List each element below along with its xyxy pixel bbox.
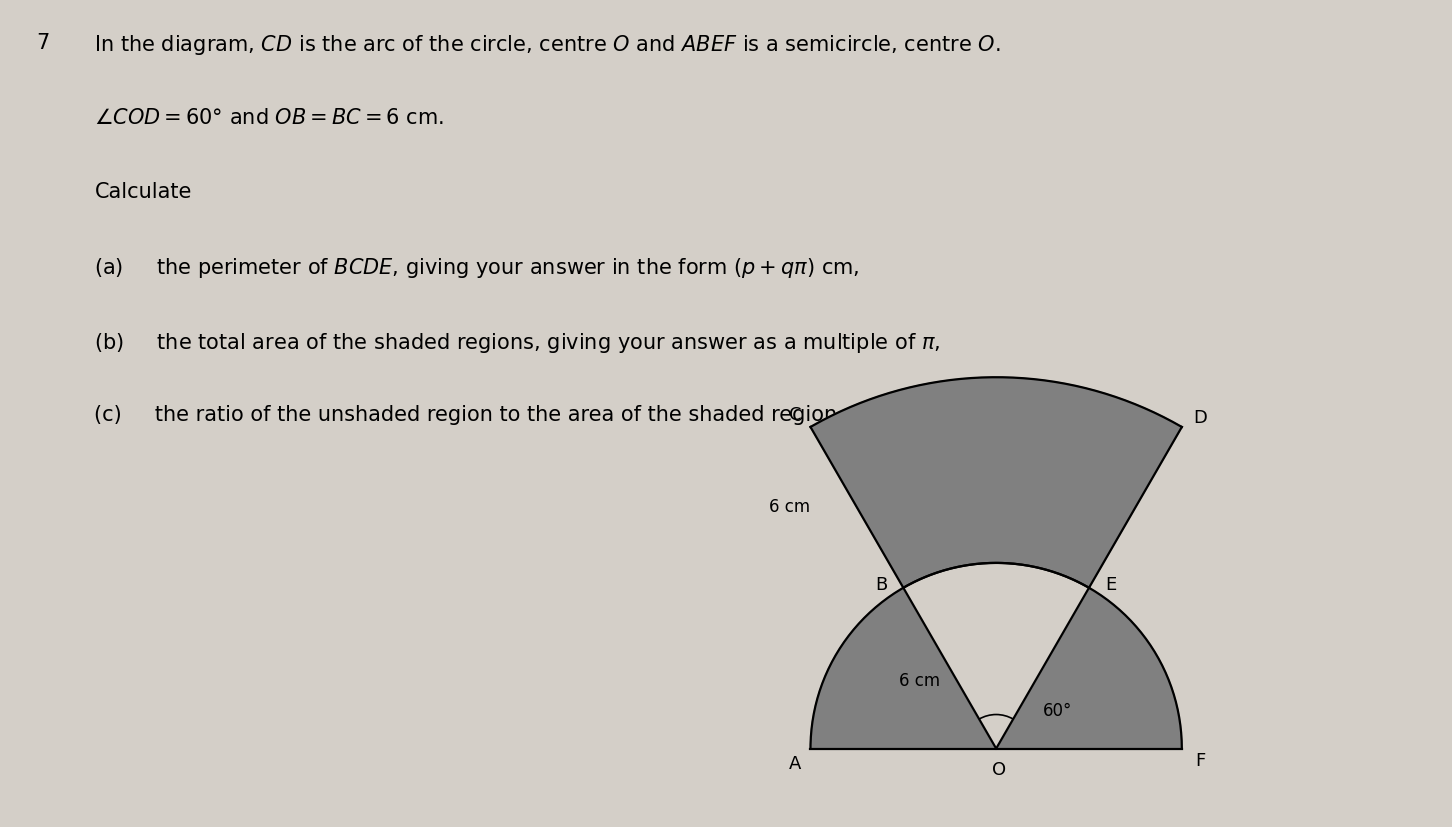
Text: 7: 7: [36, 33, 49, 53]
Text: 60°: 60°: [1043, 702, 1072, 720]
Polygon shape: [810, 563, 1182, 748]
Text: $\angle COD = 60\degree$ and $OB = BC = 6$ cm.: $\angle COD = 60\degree$ and $OB = BC = …: [94, 108, 444, 127]
Text: 6 cm: 6 cm: [770, 499, 810, 516]
Text: F: F: [1195, 752, 1205, 770]
Polygon shape: [810, 588, 996, 748]
Text: D: D: [1194, 409, 1208, 427]
Text: E: E: [1105, 576, 1117, 594]
Polygon shape: [810, 377, 1182, 588]
Polygon shape: [996, 588, 1182, 748]
Polygon shape: [810, 377, 1182, 748]
Text: In the diagram, $CD$ is the arc of the circle, centre $O$ and $ABEF$ is a semici: In the diagram, $CD$ is the arc of the c…: [94, 33, 1000, 57]
Text: A: A: [788, 755, 802, 773]
Text: (b)     the total area of the shaded regions, giving your answer as a multiple o: (b) the total area of the shaded regions…: [94, 331, 941, 355]
Text: Calculate: Calculate: [94, 182, 192, 202]
Text: 6 cm: 6 cm: [899, 672, 941, 690]
Text: B: B: [876, 576, 887, 594]
Text: (a)     the perimeter of $BCDE$, giving your answer in the form $(p + q\pi)$ cm,: (a) the perimeter of $BCDE$, giving your…: [94, 256, 860, 280]
Polygon shape: [903, 563, 1089, 748]
Text: C: C: [788, 405, 802, 423]
Text: O: O: [992, 761, 1006, 779]
Text: (c)     the ratio of the unshaded region to the area of the shaded region.: (c) the ratio of the unshaded region to …: [94, 405, 844, 425]
